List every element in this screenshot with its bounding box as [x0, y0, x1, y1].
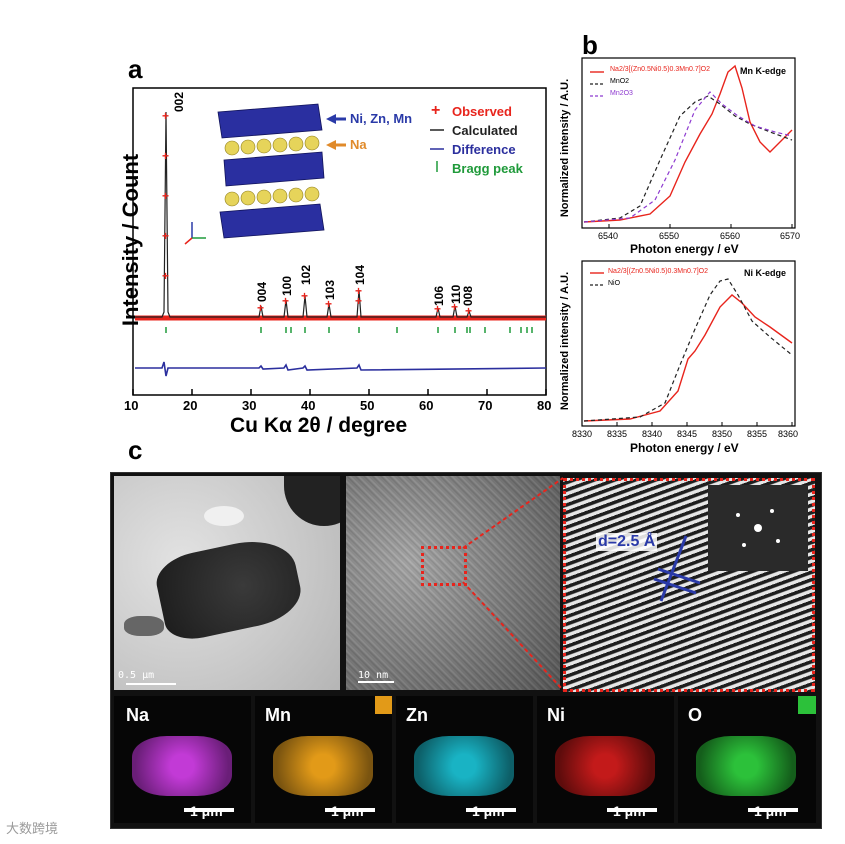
eds-map-mn [255, 696, 392, 823]
xrd-xtick: 30 [242, 398, 257, 413]
xrd-x-axis-title: Cu Kα 2θ / degree [230, 414, 408, 437]
svg-text:+: + [162, 149, 169, 163]
fft-inset [708, 485, 808, 571]
eds-scale-mn: 1 μm [331, 803, 364, 819]
mn-legend-sample: Na2/3[(Zn0.5Ni0.5)0.3Mn0.7]O2 [610, 66, 710, 73]
ni-xtick: 8345 [677, 429, 698, 439]
structure-label-tm: Ni, Zn, Mn [350, 111, 413, 126]
mn-legend-mn2o3: Mn2O3 [610, 90, 633, 97]
xrd-xtick: 50 [360, 398, 375, 413]
ni-xtick: 8355 [747, 429, 768, 439]
eds-map-ni [537, 696, 674, 823]
xanes-ni-chart [581, 260, 796, 427]
eds-map-zn [396, 696, 533, 823]
xrd-xtick: 70 [478, 398, 493, 413]
legend-difference: Difference [452, 142, 516, 157]
xrd-frame [132, 87, 547, 396]
ni-xtick: 8330 [572, 429, 593, 439]
svg-text:+: + [257, 301, 264, 315]
eds-map-o [678, 696, 816, 823]
eds-label-na: Na [126, 705, 150, 725]
mn-xtick: 6550 [659, 231, 680, 241]
watermark: 大数跨境 [6, 821, 59, 836]
svg-text:+: + [451, 300, 458, 314]
mn-sample-curve [583, 64, 793, 223]
mn-mn2o3-curve [583, 91, 793, 223]
svg-text:+: + [301, 289, 308, 303]
xrd-xtick: 10 [124, 398, 139, 413]
svg-text:+: + [162, 109, 169, 123]
eds-scale-zn: 1 μm [472, 803, 505, 819]
panel-label-c: c [128, 435, 143, 465]
ni-sample-curve [583, 294, 793, 422]
eds-label-o: O [688, 705, 703, 725]
xrd-xtick: 80 [537, 398, 552, 413]
xrd-chart: +++++ + + ++ ++ + + + [132, 87, 547, 396]
panel-label-a: a [128, 54, 143, 84]
legend-bragg: Bragg peak [452, 161, 523, 176]
structure-label-na: Na [350, 137, 367, 152]
svg-text:+: + [162, 269, 169, 283]
svg-text:+: + [282, 294, 289, 308]
mn-edge-label: Mn K-edge [740, 66, 786, 76]
ni-xtick: 8335 [607, 429, 628, 439]
ni-xtick: 8340 [642, 429, 663, 439]
xrd-xtick: 40 [301, 398, 316, 413]
d-spacing-label: d=2.5 Å [596, 533, 658, 551]
hrtem-scale-label: 10 nm [358, 670, 389, 681]
eds-label-ni: Ni [547, 705, 565, 725]
mn-xtick: 6540 [598, 231, 619, 241]
mn-x-axis-title: Photon energy / eV [630, 242, 739, 256]
xrd-calculated-line [135, 111, 546, 318]
eds-map-na [114, 696, 251, 823]
mn-xtick: 6570 [780, 231, 801, 241]
svg-text:+: + [355, 294, 362, 308]
ni-legend-nio: NiO [608, 280, 621, 287]
tem-scale-label: 0.5 μm [118, 670, 155, 681]
eds-scale-ni: 1 μm [613, 803, 646, 819]
xrd-difference-line [135, 361, 547, 377]
mn-xtick: 6560 [720, 231, 741, 241]
xrd-observed-markers: +++++ + + ++ ++ + + + [162, 109, 472, 318]
svg-text:+: + [434, 302, 441, 316]
xrd-x-ticks [132, 389, 547, 395]
tem-image [114, 476, 340, 690]
legend-calculated: Calculated [452, 123, 518, 138]
lattice-fringe-image [563, 478, 815, 692]
svg-text:+: + [162, 189, 169, 203]
svg-text:+: + [162, 229, 169, 243]
legend-observed-symbol: + [431, 102, 440, 119]
ni-nio-curve [583, 278, 793, 422]
eds-scale-na: 1 μm [190, 803, 223, 819]
xrd-xtick: 60 [419, 398, 434, 413]
svg-text:+: + [355, 284, 362, 298]
ni-xtick: 8350 [712, 429, 733, 439]
ni-edge-label: Ni K-edge [744, 268, 787, 278]
xanes-mn-chart [581, 57, 796, 229]
ni-xtick: 8360 [778, 429, 799, 439]
xrd-xtick: 20 [183, 398, 198, 413]
eds-scale-o: 1 μm [754, 803, 787, 819]
svg-text:+: + [465, 304, 472, 318]
xrd-bragg-ticks [165, 327, 533, 333]
panel-label-b: b [582, 30, 598, 60]
eds-label-mn: Mn [265, 705, 291, 725]
hrtem-image [346, 476, 560, 690]
svg-text:+: + [325, 297, 332, 311]
ni-x-axis-title: Photon energy / eV [630, 441, 739, 455]
eds-label-zn: Zn [406, 705, 428, 725]
mn-legend-mno2: MnO2 [610, 78, 630, 85]
ni-legend-sample: Na2/3[(Zn0.5Ni0.5)0.3Mn0.7]O2 [608, 268, 708, 275]
legend-observed: Observed [452, 104, 512, 119]
crystal-structure-illustration [184, 103, 346, 245]
